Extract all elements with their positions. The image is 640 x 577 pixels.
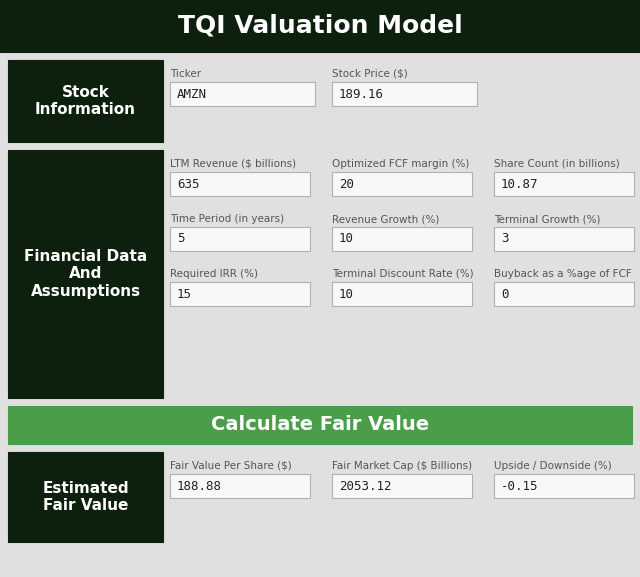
FancyBboxPatch shape (170, 227, 310, 251)
Text: Buyback as a %age of FCF: Buyback as a %age of FCF (494, 269, 632, 279)
FancyBboxPatch shape (170, 82, 315, 106)
Text: Upside / Downside (%): Upside / Downside (%) (494, 461, 612, 471)
Text: 10: 10 (339, 233, 354, 245)
Text: 188.88: 188.88 (177, 479, 222, 493)
Text: 635: 635 (177, 178, 200, 190)
FancyBboxPatch shape (494, 172, 634, 196)
FancyBboxPatch shape (332, 474, 472, 498)
FancyBboxPatch shape (8, 406, 632, 444)
Text: Estimated
Fair Value: Estimated Fair Value (42, 481, 129, 513)
FancyBboxPatch shape (332, 227, 472, 251)
FancyBboxPatch shape (170, 474, 310, 498)
FancyBboxPatch shape (332, 82, 477, 106)
FancyBboxPatch shape (332, 172, 472, 196)
FancyBboxPatch shape (8, 60, 163, 142)
FancyBboxPatch shape (8, 150, 163, 398)
Text: 189.16: 189.16 (339, 88, 384, 100)
Text: Stock
Information: Stock Information (35, 85, 136, 117)
FancyBboxPatch shape (332, 282, 472, 306)
Text: Financial Data
And
Assumptions: Financial Data And Assumptions (24, 249, 147, 299)
Text: Fair Value Per Share ($): Fair Value Per Share ($) (170, 461, 292, 471)
Text: 0: 0 (501, 287, 509, 301)
FancyBboxPatch shape (170, 282, 310, 306)
FancyBboxPatch shape (170, 172, 310, 196)
Text: Revenue Growth (%): Revenue Growth (%) (332, 214, 440, 224)
Text: Terminal Discount Rate (%): Terminal Discount Rate (%) (332, 269, 474, 279)
Text: AMZN: AMZN (177, 88, 207, 100)
FancyBboxPatch shape (494, 474, 634, 498)
Text: Stock Price ($): Stock Price ($) (332, 69, 408, 79)
Text: TQI Valuation Model: TQI Valuation Model (178, 14, 462, 38)
Text: Terminal Growth (%): Terminal Growth (%) (494, 214, 600, 224)
FancyBboxPatch shape (494, 227, 634, 251)
Text: 10.87: 10.87 (501, 178, 538, 190)
Text: Fair Market Cap ($ Billions): Fair Market Cap ($ Billions) (332, 461, 472, 471)
FancyBboxPatch shape (8, 452, 163, 542)
Text: Calculate Fair Value: Calculate Fair Value (211, 415, 429, 434)
FancyBboxPatch shape (494, 282, 634, 306)
Text: Required IRR (%): Required IRR (%) (170, 269, 258, 279)
Text: 20: 20 (339, 178, 354, 190)
Text: LTM Revenue ($ billions): LTM Revenue ($ billions) (170, 159, 296, 169)
Text: Ticker: Ticker (170, 69, 201, 79)
Text: 10: 10 (339, 287, 354, 301)
Text: Optimized FCF margin (%): Optimized FCF margin (%) (332, 159, 469, 169)
Text: Share Count (in billions): Share Count (in billions) (494, 159, 620, 169)
Text: 2053.12: 2053.12 (339, 479, 392, 493)
Text: 3: 3 (501, 233, 509, 245)
Text: -0.15: -0.15 (501, 479, 538, 493)
Text: Time Period (in years): Time Period (in years) (170, 214, 284, 224)
FancyBboxPatch shape (0, 0, 640, 52)
Text: 15: 15 (177, 287, 192, 301)
Text: 5: 5 (177, 233, 184, 245)
